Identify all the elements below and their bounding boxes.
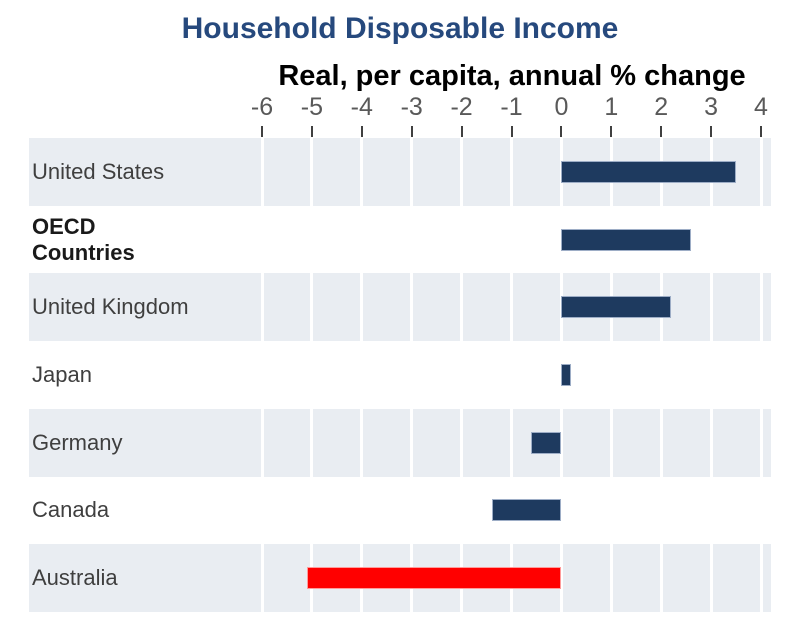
- row-label-oecd-countries: OECD Countries: [32, 213, 135, 265]
- axis-tick-mark--3: [410, 126, 413, 137]
- gridline--1: [510, 138, 513, 612]
- gridline-3: [709, 138, 713, 612]
- axis-tick-mark--5: [310, 126, 313, 137]
- bar-canada: [491, 499, 562, 522]
- axis-tick-mark-3: [710, 126, 713, 137]
- row-label-australia: Australia: [32, 565, 118, 591]
- gridline--2: [460, 138, 464, 612]
- row-label-united-kingdom: United Kingdom: [32, 294, 189, 320]
- axis-tick-mark-0: [560, 126, 563, 137]
- axis-tick-label--6: -6: [250, 93, 274, 121]
- axis-tick-mark--4: [360, 126, 363, 137]
- bar-united-states: [561, 160, 737, 183]
- axis-tick-mark-2: [660, 126, 663, 137]
- bar-japan: [561, 364, 572, 386]
- gridline--6: [260, 138, 264, 612]
- axis-tick-mark--1: [510, 126, 513, 137]
- gridline-1: [609, 138, 613, 612]
- row-label-japan: Japan: [32, 361, 92, 387]
- chart-title: Household Disposable Income: [181, 12, 619, 45]
- gridline-2: [659, 138, 663, 612]
- bar-germany: [531, 431, 562, 454]
- row-label-united-states: United States: [32, 158, 165, 184]
- gridline--5: [310, 138, 314, 612]
- axis-tick-label-3: 3: [704, 93, 719, 121]
- gridline--4: [360, 138, 364, 612]
- bar-oecd-countries: [561, 228, 692, 251]
- row-label-germany: Germany: [32, 429, 123, 455]
- bar-australia: [306, 567, 562, 590]
- row-label-canada: Canada: [32, 497, 110, 523]
- axis-tick-mark-4: [760, 126, 762, 137]
- row-stripe-germany: [29, 408, 771, 477]
- gridline--3: [410, 138, 414, 612]
- gridline-4: [759, 138, 763, 612]
- chart-subtitle: Real, per capita, annual % change: [278, 60, 746, 92]
- axis-tick-label--5: -5: [300, 93, 323, 121]
- axis-tick-label-4: 4: [754, 93, 768, 121]
- axis-tick-label--4: -4: [350, 93, 373, 121]
- axis-tick-mark--6: [261, 126, 263, 137]
- axis-tick-mark--2: [460, 126, 463, 137]
- axis-tick-label-1: 1: [604, 93, 619, 121]
- axis-tick-label-2: 2: [654, 93, 669, 121]
- plot-area: United States OECD Countries United Kingdo…: [29, 138, 771, 612]
- bar-united-kingdom: [561, 296, 672, 319]
- axis-tick-label--3: -3: [400, 93, 423, 121]
- axis-tick-label--1: -1: [500, 93, 523, 121]
- x-axis: -6 -5 -4 -3 -2 -1 0 1 2 3 4: [0, 0, 800, 138]
- axis-tick-label-0: 0: [554, 93, 569, 121]
- axis-tick-mark-1: [610, 126, 613, 137]
- axis-tick-label--2: -2: [450, 93, 473, 121]
